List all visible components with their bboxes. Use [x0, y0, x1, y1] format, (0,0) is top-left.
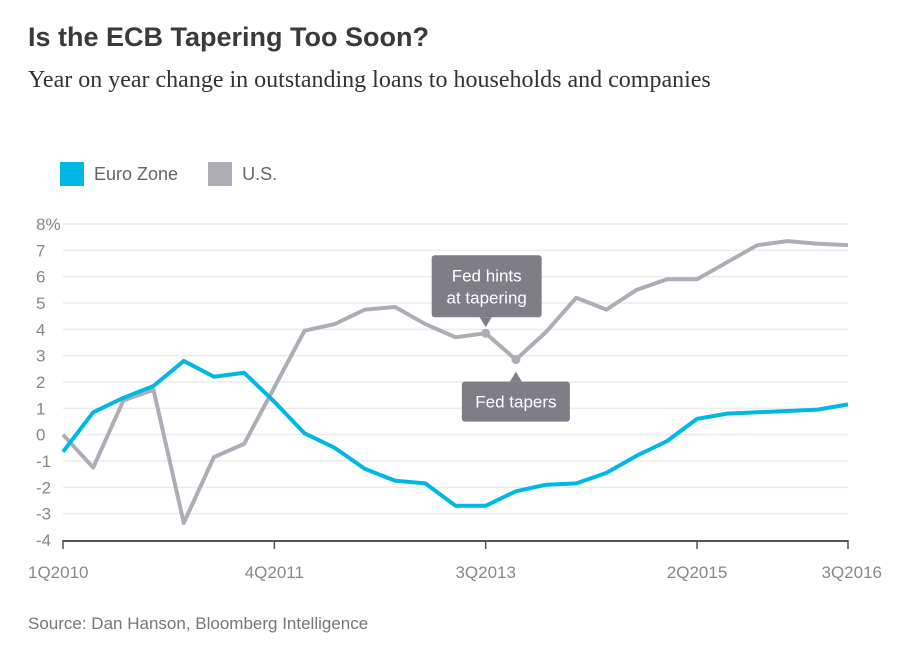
legend-label-us: U.S.	[242, 163, 278, 184]
y-tick-label: 2	[36, 373, 45, 392]
x-tick-label: 3Q2016	[822, 563, 883, 582]
annotation-point	[481, 328, 491, 338]
legend-item-us: U.S.	[208, 162, 277, 186]
y-tick-label: 7	[36, 241, 45, 260]
x-tick-label: 4Q2011	[245, 563, 304, 582]
annotation-text: Fed hints	[452, 266, 522, 285]
y-tick-label: 4	[36, 320, 45, 339]
annotation-box	[461, 381, 570, 422]
source-note: Source: Dan Hanson, Bloomberg Intelligen…	[28, 614, 369, 633]
x-tick-label: 2Q2015	[667, 563, 728, 582]
legend-label-euro-zone: Euro Zone	[94, 163, 179, 184]
y-tick-label: 3	[36, 347, 45, 366]
annotation-box	[431, 255, 542, 318]
legend: Euro Zone U.S.	[60, 162, 277, 186]
chart-subtitle: Year on year change in outstanding loans…	[28, 67, 711, 93]
y-tick-label: 0	[36, 426, 45, 445]
annotation-text: Fed tapers	[475, 393, 556, 412]
y-tick-label: 8%	[36, 215, 61, 234]
annotation-pointer	[509, 371, 522, 382]
chart-title: Is the ECB Tapering Too Soon?	[28, 22, 429, 52]
legend-swatch-euro-zone	[60, 162, 84, 186]
y-tick-label: -3	[36, 505, 51, 524]
y-tick-label: 5	[36, 294, 45, 313]
annotation-pointer	[479, 317, 492, 328]
y-tick-label: -4	[36, 531, 51, 550]
series-line-euro-zone	[61, 358, 849, 508]
legend-swatch-us	[208, 162, 233, 186]
series-line-us	[61, 239, 849, 525]
annotation-text: at tapering	[447, 288, 527, 307]
x-tick-label: 3Q2013	[455, 563, 516, 582]
legend-item-euro-zone: Euro Zone	[60, 162, 178, 186]
y-tick-label: -2	[36, 478, 51, 497]
x-tick-label: 1Q2010	[28, 563, 89, 582]
y-tick-label: -1	[36, 452, 51, 471]
y-tick-label: 6	[36, 268, 45, 287]
y-tick-label: 1	[36, 399, 45, 418]
annotation-point	[511, 355, 521, 365]
